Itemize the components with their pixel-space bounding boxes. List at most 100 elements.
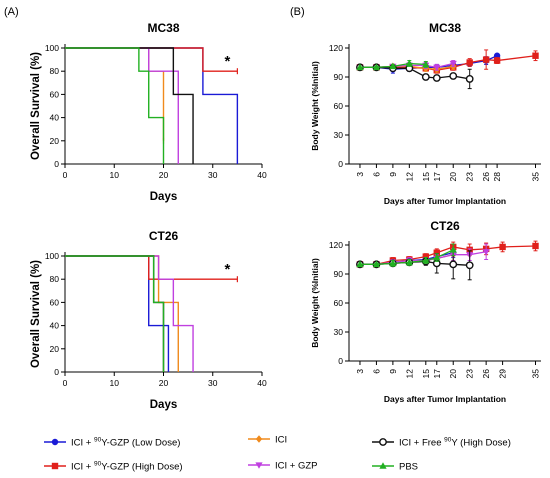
x-axis-title: Days xyxy=(150,191,178,203)
x-tick-label: 10 xyxy=(110,170,120,180)
survival-line-high_dose xyxy=(65,47,238,72)
chart-title: MC38 xyxy=(147,21,179,35)
series-high_dose xyxy=(65,47,238,75)
legend-marker-ici_gzp xyxy=(255,462,263,469)
legend-item-free_y: ICI + Free 90Y (High Dose) xyxy=(372,437,511,449)
y-tick-label: 60 xyxy=(50,297,60,307)
x-tick-label: 40 xyxy=(257,378,267,388)
data-point-high_dose xyxy=(532,242,539,250)
x-tick-label: 6 xyxy=(371,172,381,177)
series-pbs xyxy=(65,47,165,164)
y-tick-label: 60 xyxy=(50,89,60,99)
data-point-high_dose xyxy=(493,57,501,64)
data-point-high_dose xyxy=(532,52,539,59)
y-tick-label: 120 xyxy=(329,43,343,53)
x-tick-label: 15 xyxy=(421,369,431,379)
series-ici_gzp xyxy=(65,47,179,164)
y-axis-title: Overall Survival (%) xyxy=(30,260,42,368)
series-ici xyxy=(65,255,179,372)
x-tick-label: 12 xyxy=(404,172,414,182)
x-tick-label: 23 xyxy=(465,172,475,182)
x-tick-label: 30 xyxy=(208,170,218,180)
survival-line-ici xyxy=(65,255,179,372)
legend-label: ICI xyxy=(275,435,287,446)
x-tick-label: 28 xyxy=(492,172,502,182)
data-point-pbs xyxy=(422,60,430,68)
y-tick-label: 100 xyxy=(45,251,59,261)
survival-line-free_y xyxy=(65,47,194,164)
survival-line-ici_gzp xyxy=(65,255,194,372)
data-point-pbs xyxy=(449,246,457,253)
legend-marker-free_y xyxy=(379,438,387,446)
data-point-free_y xyxy=(465,75,474,83)
x-tick-label: 20 xyxy=(448,369,458,379)
survival-line-high_dose xyxy=(65,255,238,280)
y-tick-label: 0 xyxy=(338,159,343,169)
legend-item-low_dose: ICI + 90Y-GZP (Low Dose) xyxy=(44,437,180,449)
chart-weight-ct26: CT26 0 30 60 90 120 3 6 9 12 15 17 20 23 26 29 35 Days af… xyxy=(310,219,541,404)
x-tick-label: 10 xyxy=(110,378,120,388)
survival-line-pbs xyxy=(65,47,165,164)
series-ici_gzp xyxy=(65,255,194,372)
x-tick-label: 20 xyxy=(159,378,169,388)
y-tick-label: 60 xyxy=(334,298,344,308)
series-pbs xyxy=(356,59,430,71)
y-tick-label: 30 xyxy=(334,130,344,140)
x-tick-label: 26 xyxy=(481,369,491,379)
x-tick-label: 35 xyxy=(531,172,541,182)
series-pbs xyxy=(65,255,165,372)
series-low_dose xyxy=(65,47,239,164)
legend-label: ICI + GZP xyxy=(275,461,318,472)
data-point-free_y xyxy=(449,72,458,80)
data-point-high_dose xyxy=(433,249,440,256)
x-tick-label: 29 xyxy=(498,369,508,379)
y-axis-title: Body Weight (%Initial) xyxy=(310,61,320,151)
data-point-ici_gzp xyxy=(449,60,457,68)
y-tick-label: 0 xyxy=(338,356,343,366)
legend-label: ICI + 90Y-GZP (High Dose) xyxy=(71,461,183,473)
x-axis-title: Days xyxy=(150,399,178,411)
x-tick-label: 35 xyxy=(531,369,541,379)
panel-letter-b: (B) xyxy=(290,6,305,18)
x-tick-label: 0 xyxy=(63,378,68,388)
x-tick-label: 20 xyxy=(159,170,169,180)
y-tick-label: 60 xyxy=(334,101,344,111)
y-axis-title: Overall Survival (%) xyxy=(30,52,42,160)
y-tick-label: 20 xyxy=(50,344,60,354)
data-point-ici_gzp xyxy=(433,64,441,72)
legend-label: PBS xyxy=(399,462,418,473)
significance-asterisk: * xyxy=(224,53,230,70)
data-point-free_y xyxy=(432,74,441,82)
legend-item-ici_gzp: ICI + GZP xyxy=(248,461,318,472)
chart-survival-ct26: CT26 0 20 40 60 80 100 0 10 20 30 40 Days Overall Sur… xyxy=(30,229,267,411)
y-tick-label: 80 xyxy=(50,274,60,284)
data-point-ici_gzp xyxy=(482,249,490,256)
y-tick-label: 0 xyxy=(54,159,59,169)
survival-line-low_dose xyxy=(65,255,170,372)
x-tick-label: 40 xyxy=(257,170,267,180)
y-tick-label: 90 xyxy=(334,72,344,82)
y-tick-label: 120 xyxy=(329,240,343,250)
x-tick-label: 9 xyxy=(388,172,398,177)
chart-title: MC38 xyxy=(429,21,461,35)
x-tick-label: 23 xyxy=(465,369,475,379)
legend-marker-ici xyxy=(255,435,263,443)
x-tick-label: 9 xyxy=(388,369,398,374)
y-tick-label: 30 xyxy=(334,327,344,337)
data-point-high_dose xyxy=(422,253,429,260)
survival-line-ici_gzp xyxy=(65,47,179,164)
chart-title: CT26 xyxy=(149,229,179,243)
legend-item-high_dose: ICI + 90Y-GZP (High Dose) xyxy=(44,461,183,473)
x-tick-label: 0 xyxy=(63,170,68,180)
y-tick-label: 40 xyxy=(50,321,60,331)
x-tick-label: 15 xyxy=(421,172,431,182)
panel-letter-a: (A) xyxy=(4,6,19,18)
legend-item-ici: ICI xyxy=(248,435,287,446)
series-high_dose xyxy=(65,255,238,283)
legend-label: ICI + 90Y-GZP (Low Dose) xyxy=(71,437,180,449)
y-tick-label: 20 xyxy=(50,136,60,146)
data-point-free_y xyxy=(421,73,430,81)
survival-line-pbs xyxy=(65,255,165,372)
x-tick-label: 12 xyxy=(404,369,414,379)
